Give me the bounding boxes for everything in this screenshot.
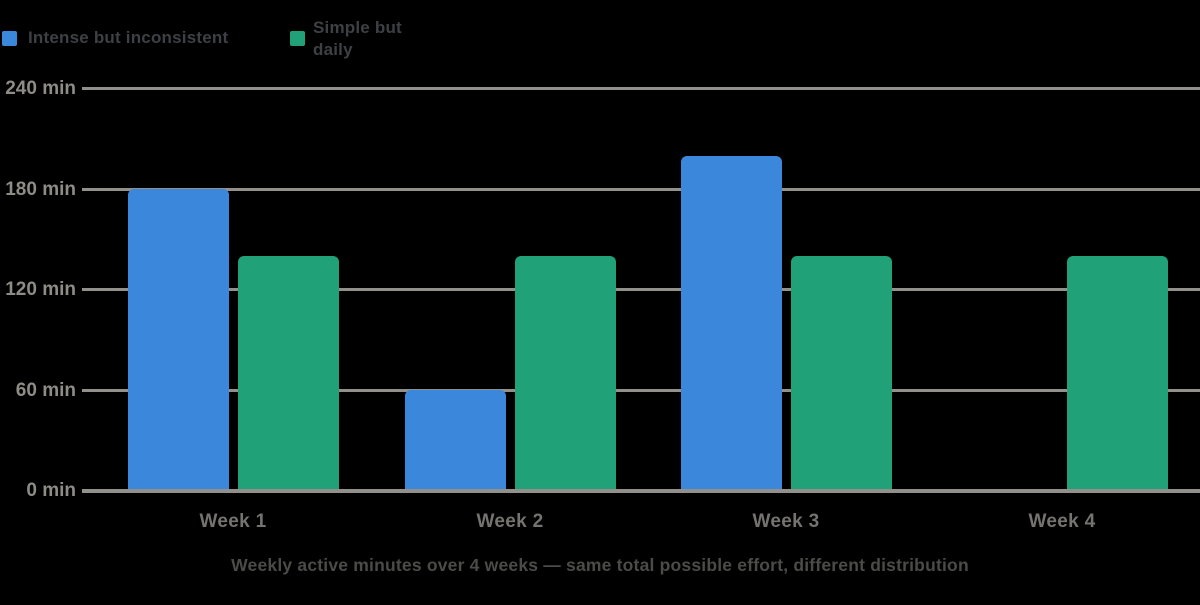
bar-week-2-series-1[interactable] [404,390,506,491]
y-tick-label: 180 min [5,179,76,200]
chart-caption: Weekly active minutes over 4 weeks — sam… [231,555,969,575]
legend-label-intense: Intense but inconsistent [28,28,229,47]
bar-week-3-series-2[interactable] [790,256,892,491]
legend-label-simple: Simple but daily [313,18,402,59]
x-axis-line [82,489,1200,493]
y-tick-label: 240 min [5,78,76,99]
y-tick-label: 60 min [15,380,76,401]
bar-week-2-series-2[interactable] [514,256,616,491]
y-tick-label: 0 min [26,480,76,501]
x-tick-label-week-1: Week 1 [199,511,267,532]
gridline-120 [82,288,1200,291]
bar-week-4-series-2[interactable] [1066,256,1168,491]
bar-week-1-series-1[interactable] [127,189,229,491]
gridline-180 [82,188,1200,191]
y-tick-label: 120 min [5,279,76,300]
bar-week-1-series-2[interactable] [237,256,339,491]
x-tick-label-week-3: Week 3 [752,511,820,532]
x-tick-label-week-4: Week 4 [1028,511,1096,532]
gridline-60 [82,389,1200,392]
x-tick-label-week-2: Week 2 [476,511,544,532]
gridline-240 [82,87,1200,90]
legend-swatch-intense [2,31,17,46]
legend-swatch-simple [290,31,305,46]
bar-week-3-series-1[interactable] [680,156,782,491]
